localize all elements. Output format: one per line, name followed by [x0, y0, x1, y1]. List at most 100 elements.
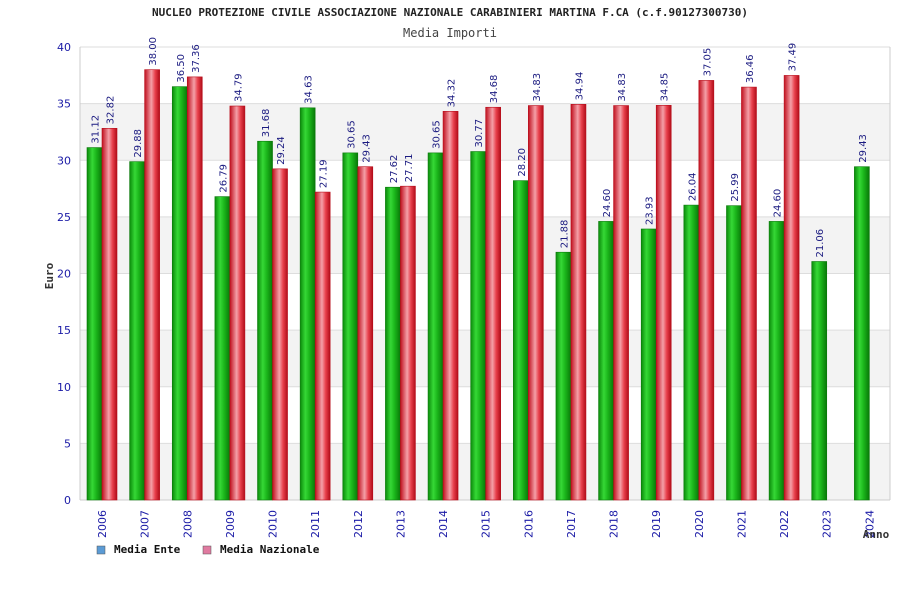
- data-label: 29.88: [133, 129, 144, 158]
- bar-media-ente: [513, 180, 529, 501]
- data-label: 34.32: [447, 79, 458, 108]
- x-tick-label: 2011: [309, 510, 322, 538]
- data-label: 21.88: [559, 220, 570, 249]
- x-tick-label: 2020: [693, 510, 706, 538]
- bar-media-nazionale: [186, 76, 203, 501]
- x-tick-label: 2017: [565, 510, 578, 538]
- bar-media-ente: [299, 107, 316, 501]
- data-label: 21.06: [815, 229, 826, 258]
- data-label: 23.93: [645, 196, 656, 225]
- x-axis-ticks: 2006 2007 2008 2009 2010 2011 2012 2013 2014 2015…: [96, 510, 876, 538]
- legend-label-ente: Media Ente: [114, 543, 181, 556]
- x-tick-label: 2010: [267, 510, 280, 538]
- bar-media-nazionale: [229, 105, 246, 501]
- data-label: 32.82: [106, 96, 117, 125]
- y-tick-label: 0: [64, 494, 71, 507]
- data-label: 27.62: [389, 155, 400, 184]
- x-tick-label: 2014: [437, 510, 450, 538]
- bar-media-nazionale: [101, 128, 118, 501]
- data-label: 26.04: [687, 172, 698, 201]
- data-labels: 31.12 32.82 29.88 38.00 36.50 37.36 26.79 34.79…: [91, 37, 869, 257]
- bar-media-nazionale: [783, 75, 800, 501]
- data-label: 34.68: [489, 75, 500, 104]
- data-label: 28.20: [517, 148, 528, 177]
- bar-media-nazionale: [698, 80, 715, 501]
- x-tick-label: 2015: [480, 510, 493, 538]
- y-tick-label: 40: [57, 41, 71, 54]
- bar-media-nazionale: [442, 111, 459, 501]
- x-tick-label: 2022: [778, 510, 791, 538]
- x-tick-label: 2018: [608, 510, 621, 538]
- data-label: 26.79: [218, 164, 229, 193]
- data-label: 24.60: [773, 189, 784, 218]
- x-tick-label: 2009: [224, 510, 237, 538]
- legend-swatch-ente: [96, 545, 106, 555]
- bar-media-ente: [726, 205, 742, 501]
- bars: [86, 69, 870, 501]
- legend-label-nazionale: Media Nazionale: [220, 543, 320, 556]
- bar-media-nazionale: [613, 105, 629, 501]
- data-label: 30.65: [346, 120, 357, 149]
- bar-media-ente: [811, 261, 828, 501]
- data-label: 27.71: [404, 154, 415, 183]
- data-label: 30.65: [432, 120, 443, 149]
- x-tick-label: 2019: [650, 510, 663, 538]
- data-label: 34.63: [304, 75, 315, 104]
- chart-subtitle: Media Importi: [403, 26, 497, 40]
- bar-media-ente: [555, 251, 572, 501]
- bar-media-ente: [257, 140, 273, 501]
- data-label: 38.00: [148, 37, 159, 66]
- x-tick-label: 2013: [394, 510, 407, 538]
- y-axis-label: Euro: [43, 262, 56, 289]
- x-tick-label: 2021: [735, 510, 748, 538]
- data-label: 34.83: [617, 73, 628, 102]
- bar-media-ente: [470, 151, 486, 501]
- bar-media-nazionale: [400, 185, 416, 501]
- data-label: 29.43: [858, 134, 869, 163]
- y-tick-label: 5: [64, 437, 71, 450]
- legend-swatch-nazionale: [202, 545, 212, 555]
- x-tick-label: 2016: [522, 510, 535, 538]
- data-label: 36.50: [176, 54, 187, 83]
- x-tick-label: 2012: [352, 510, 365, 538]
- data-label: 37.36: [191, 44, 202, 73]
- data-label: 34.94: [574, 72, 585, 101]
- bar-media-nazionale: [655, 105, 672, 501]
- bar-media-ente: [171, 86, 188, 501]
- bar-media-ente: [86, 147, 103, 501]
- x-tick-label: 2006: [96, 510, 109, 538]
- data-label: 27.19: [319, 159, 330, 188]
- x-tick-label: 2023: [821, 510, 834, 538]
- y-tick-label: 10: [57, 381, 71, 394]
- data-label: 37.05: [702, 48, 713, 77]
- bar-media-nazionale: [314, 191, 331, 501]
- x-tick-label: 2024: [863, 510, 876, 538]
- y-tick-label: 25: [57, 211, 71, 224]
- data-label: 37.49: [788, 43, 799, 72]
- legend: Media Ente Media Nazionale: [96, 543, 320, 556]
- data-label: 29.24: [276, 136, 287, 165]
- x-axis-label: Anno: [863, 528, 890, 541]
- y-tick-label: 20: [57, 268, 71, 281]
- x-tick-label: 2008: [181, 510, 194, 538]
- data-label: 24.60: [602, 189, 613, 218]
- bar-media-nazionale: [570, 104, 587, 501]
- data-label: 31.68: [261, 109, 272, 138]
- y-tick-label: 15: [57, 324, 71, 337]
- data-label: 34.83: [532, 73, 543, 102]
- bar-media-ente: [683, 204, 700, 501]
- data-label: 34.85: [660, 73, 671, 102]
- bar-media-nazionale: [741, 86, 757, 501]
- bar-media-nazionale: [357, 166, 374, 501]
- data-label: 31.12: [91, 115, 102, 144]
- x-tick-label: 2007: [139, 510, 152, 538]
- bar-media-ente: [427, 152, 444, 501]
- data-label: 30.77: [474, 119, 485, 148]
- data-label: 36.46: [745, 54, 756, 83]
- y-axis-ticks: 0 5 10 15 20 25 30 35 40: [57, 41, 71, 507]
- bar-media-ente: [129, 161, 145, 501]
- bar-media-ente: [640, 228, 657, 501]
- bar-media-nazionale: [485, 106, 501, 501]
- bar-media-ente: [385, 186, 401, 501]
